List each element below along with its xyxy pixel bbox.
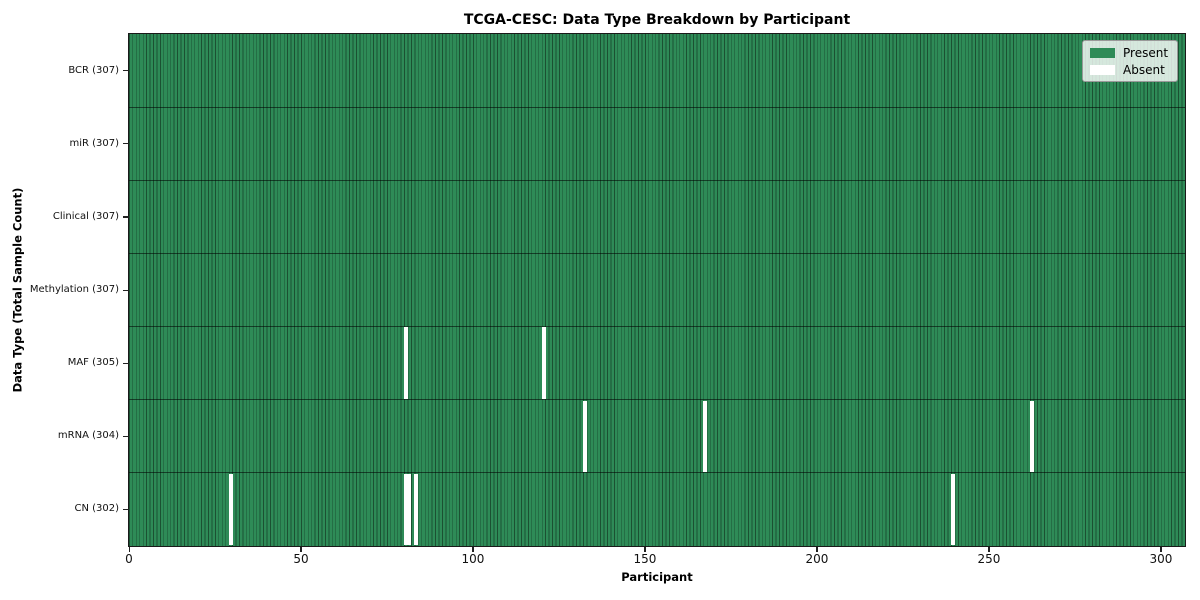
legend-entry-absent: Absent [1090, 62, 1177, 77]
absent-cell [404, 327, 408, 399]
x-tick-mark [816, 547, 818, 552]
y-tick-label: mRNA (304) [57, 430, 119, 442]
legend-label-present: Present [1123, 45, 1169, 60]
x-tick-label: 0 [125, 552, 133, 566]
x-tick-label: 250 [977, 552, 1001, 566]
x-tick-mark [1160, 547, 1162, 552]
absent-cell [541, 327, 546, 399]
absent-cell [407, 473, 412, 546]
row-divider [129, 472, 1185, 474]
legend-label-absent: Absent [1123, 62, 1165, 77]
row-divider [129, 106, 1185, 108]
legend-entry-present: Present [1090, 45, 1177, 60]
y-tick-label: MAF (305) [67, 357, 119, 369]
x-tick-label: 50 [293, 552, 309, 566]
absent-cell [228, 473, 233, 546]
x-tick-mark [472, 547, 474, 552]
x-tick-mark [128, 547, 130, 552]
absent-cell [703, 400, 708, 473]
y-tick-label: miR (307) [69, 137, 119, 149]
absent-cell [583, 400, 587, 473]
present-swatch-icon [1090, 47, 1115, 58]
y-tick-label: BCR (307) [68, 64, 119, 76]
x-tick-label: 150 [633, 552, 657, 566]
legend: Present Absent [1082, 40, 1178, 82]
x-tick-label: 100 [461, 552, 485, 566]
y-tick-label: Methylation (307) [29, 284, 119, 295]
row-divider [129, 252, 1185, 254]
y-tick-mark [123, 289, 129, 291]
absent-swatch-icon [1090, 64, 1115, 75]
y-tick-label: Clinical (307) [52, 210, 119, 222]
x-tick-label: 200 [805, 552, 829, 566]
y-tick-mark [123, 143, 129, 145]
row-divider [129, 326, 1185, 328]
heatmap-plot [128, 33, 1186, 547]
x-tick-mark [988, 547, 990, 552]
absent-cell [1030, 400, 1034, 473]
absent-cell [404, 473, 408, 546]
y-tick-mark [123, 216, 129, 218]
absent-cell [414, 473, 419, 546]
row-divider [129, 179, 1185, 181]
y-tick-label: CN (302) [74, 503, 119, 515]
y-tick-mark [123, 435, 129, 437]
x-tick-mark [300, 547, 302, 552]
chart-title: TCGA-CESC: Data Type Breakdown by Partic… [463, 12, 851, 28]
y-tick-mark [123, 508, 129, 511]
x-tick-mark [644, 547, 646, 552]
y-tick-mark [123, 70, 129, 72]
absent-cell [951, 473, 955, 546]
x-tick-label: 300 [1149, 552, 1173, 566]
row-divider [129, 399, 1185, 401]
x-axis-label: Participant [621, 570, 693, 584]
y-tick-mark [123, 362, 129, 364]
